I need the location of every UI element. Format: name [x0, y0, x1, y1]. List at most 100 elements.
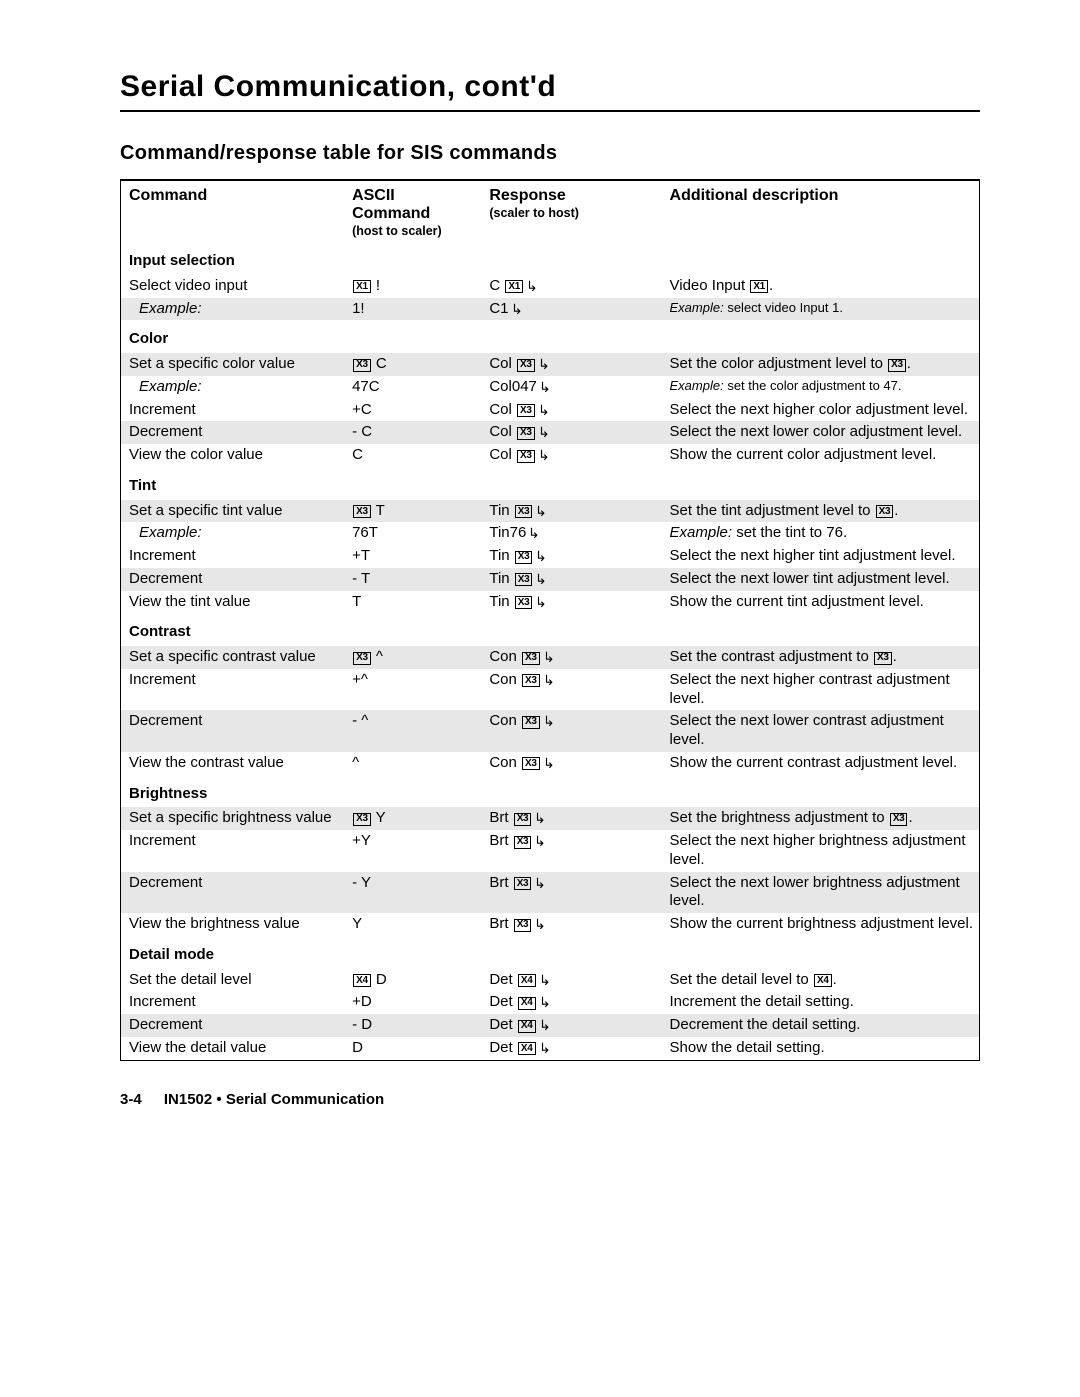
desc-cell: Set the contrast adjustment to X3.	[662, 646, 979, 669]
table-body: Input selectionSelect video inputX1 !C X…	[121, 242, 979, 1060]
return-icon: ↲	[534, 875, 546, 893]
var-box: X3	[515, 551, 533, 564]
var-box: X3	[517, 359, 535, 372]
response-cell: C1↲	[481, 298, 661, 321]
command-cell: View the tint value	[121, 591, 344, 614]
section-title-cell: Detail mode	[121, 936, 979, 969]
command-cell: View the contrast value	[121, 752, 344, 775]
return-icon: ↲	[539, 379, 551, 397]
var-box: X3	[353, 652, 371, 665]
ascii-cell: T	[344, 591, 481, 614]
var-box: X3	[514, 813, 532, 826]
table-row: Set a specific contrast valueX3 ^Con X3↲…	[121, 646, 979, 669]
var-box: X3	[514, 877, 532, 890]
table-row: Set a specific tint valueX3 TTin X3↲Set …	[121, 500, 979, 523]
ascii-cell: C	[344, 444, 481, 467]
ascii-cell: X3 T	[344, 500, 481, 523]
return-icon: ↲	[526, 278, 538, 296]
desc-cell: Show the current color adjustment level.	[662, 444, 979, 467]
command-cell: Decrement	[121, 421, 344, 444]
command-cell: Set the detail level	[121, 969, 344, 992]
return-icon: ↲	[539, 1017, 551, 1035]
page-number: 3-4	[120, 1091, 142, 1108]
var-box: X3	[353, 505, 371, 518]
var-box: X4	[518, 1042, 536, 1055]
return-icon: ↲	[543, 649, 555, 667]
return-icon: ↲	[539, 994, 551, 1012]
desc-cell: Show the detail setting.	[662, 1037, 979, 1060]
command-cell: Decrement	[121, 710, 344, 752]
var-box: X4	[518, 974, 536, 987]
return-icon: ↲	[543, 755, 555, 773]
desc-cell: Decrement the detail setting.	[662, 1014, 979, 1037]
ascii-cell: +T	[344, 545, 481, 568]
return-icon: ↲	[535, 594, 547, 612]
desc-cell: Show the current brightness adjustment l…	[662, 913, 979, 936]
desc-cell: Example: set the color adjustment to 47.	[662, 376, 979, 399]
ascii-cell: X4 D	[344, 969, 481, 992]
return-icon: ↲	[535, 571, 547, 589]
table-row: Decrement- YBrt X3↲Select the next lower…	[121, 872, 979, 914]
section-title: Command/response table for SIS commands	[120, 142, 980, 165]
section-title-cell: Color	[121, 320, 979, 353]
command-cell: View the detail value	[121, 1037, 344, 1060]
return-icon: ↲	[538, 424, 550, 442]
page-title: Serial Communication, cont'd	[120, 70, 980, 104]
ascii-cell: - C	[344, 421, 481, 444]
command-cell: Increment	[121, 545, 344, 568]
command-cell: Set a specific contrast value	[121, 646, 344, 669]
response-cell: C X1↲	[481, 275, 661, 298]
ascii-cell: - D	[344, 1014, 481, 1037]
desc-cell: Set the brightness adjustment to X3.	[662, 807, 979, 830]
var-box: X3	[514, 836, 532, 849]
table-row: Set a specific color valueX3 CCol X3↲Set…	[121, 353, 979, 376]
desc-cell: Example: select video Input 1.	[662, 298, 979, 321]
desc-cell: Show the current tint adjustment level.	[662, 591, 979, 614]
var-box: X3	[353, 813, 371, 826]
table-row: Increment+YBrt X3↲Select the next higher…	[121, 830, 979, 872]
desc-cell: Select the next lower contrast adjustmen…	[662, 710, 979, 752]
section-title-cell: Contrast	[121, 613, 979, 646]
response-cell: Col X3↲	[481, 353, 661, 376]
desc-cell: Select the next lower color adjustment l…	[662, 421, 979, 444]
response-cell: Con X3↲	[481, 710, 661, 752]
response-cell: Brt X3↲	[481, 913, 661, 936]
return-icon: ↲	[538, 402, 550, 420]
table-row: Decrement- TTin X3↲Select the next lower…	[121, 568, 979, 591]
var-box: X3	[517, 404, 535, 417]
ascii-cell: +Y	[344, 830, 481, 872]
response-cell: Tin X3↲	[481, 545, 661, 568]
response-cell: Con X3↲	[481, 752, 661, 775]
desc-cell: Set the detail level to X4.	[662, 969, 979, 992]
section-row: Detail mode	[121, 936, 979, 969]
command-cell: Set a specific brightness value	[121, 807, 344, 830]
response-cell: Col047↲	[481, 376, 661, 399]
response-cell: Brt X3↲	[481, 872, 661, 914]
var-box: X3	[888, 359, 906, 372]
ascii-cell: +D	[344, 991, 481, 1014]
ascii-cell: +^	[344, 669, 481, 711]
ascii-cell: 76T	[344, 522, 481, 545]
ascii-cell: +C	[344, 399, 481, 422]
command-cell: Decrement	[121, 568, 344, 591]
desc-cell: Select the next higher tint adjustment l…	[662, 545, 979, 568]
var-box: X3	[522, 716, 540, 729]
return-icon: ↲	[538, 447, 550, 465]
table-row: Decrement- DDet X4↲Decrement the detail …	[121, 1014, 979, 1037]
desc-cell: Select the next higher brightness adjust…	[662, 830, 979, 872]
return-icon: ↲	[534, 916, 546, 934]
table-row: Decrement- CCol X3↲Select the next lower…	[121, 421, 979, 444]
ascii-cell: 47C	[344, 376, 481, 399]
table-row: View the color valueCCol X3↲Show the cur…	[121, 444, 979, 467]
table-row: View the contrast value^Con X3↲Show the …	[121, 752, 979, 775]
col-response: Response (scaler to host)	[481, 181, 661, 242]
command-cell: View the color value	[121, 444, 344, 467]
col-desc: Additional description	[662, 181, 979, 242]
ascii-cell: X1 !	[344, 275, 481, 298]
response-cell: Col X3↲	[481, 421, 661, 444]
var-box: X3	[522, 652, 540, 665]
return-icon: ↲	[538, 356, 550, 374]
ascii-cell: - ^	[344, 710, 481, 752]
table-row: Increment+DDet X4↲Increment the detail s…	[121, 991, 979, 1014]
command-table-wrapper: Command ASCII Command (host to scaler) R…	[120, 179, 980, 1061]
